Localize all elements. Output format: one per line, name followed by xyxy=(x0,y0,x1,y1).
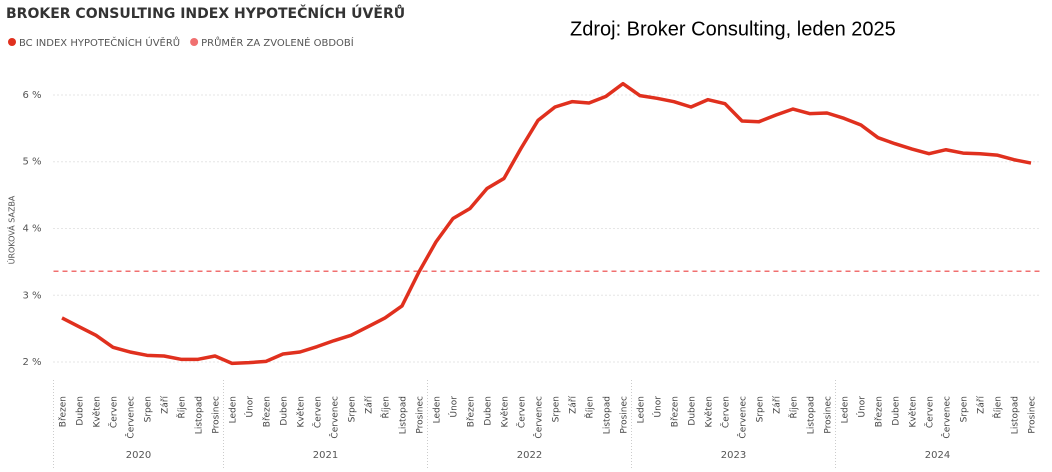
x-tick-label: Březen xyxy=(467,396,477,427)
x-group-label: 2022 xyxy=(517,450,542,461)
x-tick-label: Červenec xyxy=(533,396,545,439)
x-tick-label: Prosinec xyxy=(212,396,222,434)
x-tick-label: Říjen xyxy=(381,396,392,419)
x-tick-label: Srpen xyxy=(960,396,970,422)
annotation: Zdroj: Broker Consulting, leden 2025 xyxy=(570,18,896,40)
x-group-label: 2020 xyxy=(126,450,151,461)
x-tick-label: Duben xyxy=(280,396,290,426)
x-tick-label: Červenec xyxy=(737,396,749,439)
x-tick-label: Listopad xyxy=(603,396,613,434)
x-tick-label: Červen xyxy=(312,396,324,428)
x-tick-label: Říjen xyxy=(789,396,800,419)
x-tick-label: Červenec xyxy=(941,396,953,439)
x-tick-label: Prosinec xyxy=(416,396,426,434)
x-tick-label: Květen xyxy=(501,396,511,428)
legend-label: BC INDEX HYPOTEČNÍCH ÚVĚRŮ xyxy=(19,36,180,49)
y-tick-label: 2 % xyxy=(22,357,41,368)
x-tick-label: Prosinec xyxy=(824,396,834,434)
x-tick-label: Listopad xyxy=(807,396,817,434)
y-axis-label: ÚROKOVÁ SAZBA xyxy=(6,195,17,264)
x-tick-label: Leden xyxy=(229,396,239,423)
x-tick-label: Duben xyxy=(76,396,86,426)
x-tick-label: Leden xyxy=(433,396,443,423)
x-tick-label: Únor xyxy=(244,396,256,418)
x-tick-label: Březen xyxy=(875,396,885,427)
x-tick-label: Říjen xyxy=(585,396,596,419)
x-tick-label: Červen xyxy=(516,396,528,428)
y-tick-label: 6 % xyxy=(22,90,41,101)
x-tick-label: Říjen xyxy=(177,396,188,419)
x-tick-label: Prosinec xyxy=(1028,396,1038,434)
legend-label: PRŮMĚR ZA ZVOLENÉ OBDOBÍ xyxy=(201,36,354,49)
x-tick-label: Září xyxy=(977,396,987,414)
x-tick-label: Duben xyxy=(688,396,698,426)
x-tick-label: Březen xyxy=(671,396,681,427)
x-tick-label: Listopad xyxy=(195,396,205,434)
x-tick-label: Únor xyxy=(856,396,868,418)
x-tick-label: Prosinec xyxy=(620,396,630,434)
x-tick-label: Duben xyxy=(484,396,494,426)
x-tick-label: Únor xyxy=(652,396,664,418)
x-tick-label: Září xyxy=(365,396,375,414)
x-tick-label: Leden xyxy=(841,396,851,423)
x-tick-label: Březen xyxy=(263,396,273,427)
x-tick-label: Září xyxy=(161,396,171,414)
chart-title: BROKER CONSULTING INDEX HYPOTEČNÍCH ÚVĚR… xyxy=(6,4,405,22)
x-tick-label: Květen xyxy=(93,396,103,428)
legend-marker xyxy=(8,38,16,46)
x-tick-label: Srpen xyxy=(348,396,358,422)
x-tick-label: Květen xyxy=(705,396,715,428)
x-tick-label: Červen xyxy=(924,396,936,428)
x-group-label: 2023 xyxy=(721,450,746,461)
x-tick-label: Leden xyxy=(637,396,647,423)
legend-marker xyxy=(190,38,199,46)
x-tick-label: Duben xyxy=(892,396,902,426)
x-tick-label: Srpen xyxy=(756,396,766,422)
x-tick-label: Listopad xyxy=(1011,396,1021,434)
x-tick-label: Květen xyxy=(297,396,307,428)
x-tick-label: Březen xyxy=(59,396,69,427)
x-group-label: 2024 xyxy=(925,450,950,461)
y-tick-label: 3 % xyxy=(22,290,41,301)
y-tick-label: 5 % xyxy=(22,157,41,168)
x-tick-label: Září xyxy=(569,396,579,414)
y-tick-label: 4 % xyxy=(22,224,41,235)
x-tick-label: Srpen xyxy=(144,396,154,422)
x-group-label: 2021 xyxy=(313,450,338,461)
x-tick-label: Červen xyxy=(108,396,120,428)
x-tick-label: Červen xyxy=(720,396,732,428)
x-tick-label: Červenec xyxy=(329,396,341,439)
x-tick-label: Listopad xyxy=(399,396,409,434)
x-tick-label: Květen xyxy=(909,396,919,428)
x-tick-label: Říjen xyxy=(993,396,1004,419)
x-tick-label: Únor xyxy=(448,396,460,418)
x-tick-label: Září xyxy=(773,396,783,414)
x-tick-label: Červenec xyxy=(125,396,137,439)
x-tick-label: Srpen xyxy=(552,396,562,422)
series-line xyxy=(61,81,1032,366)
